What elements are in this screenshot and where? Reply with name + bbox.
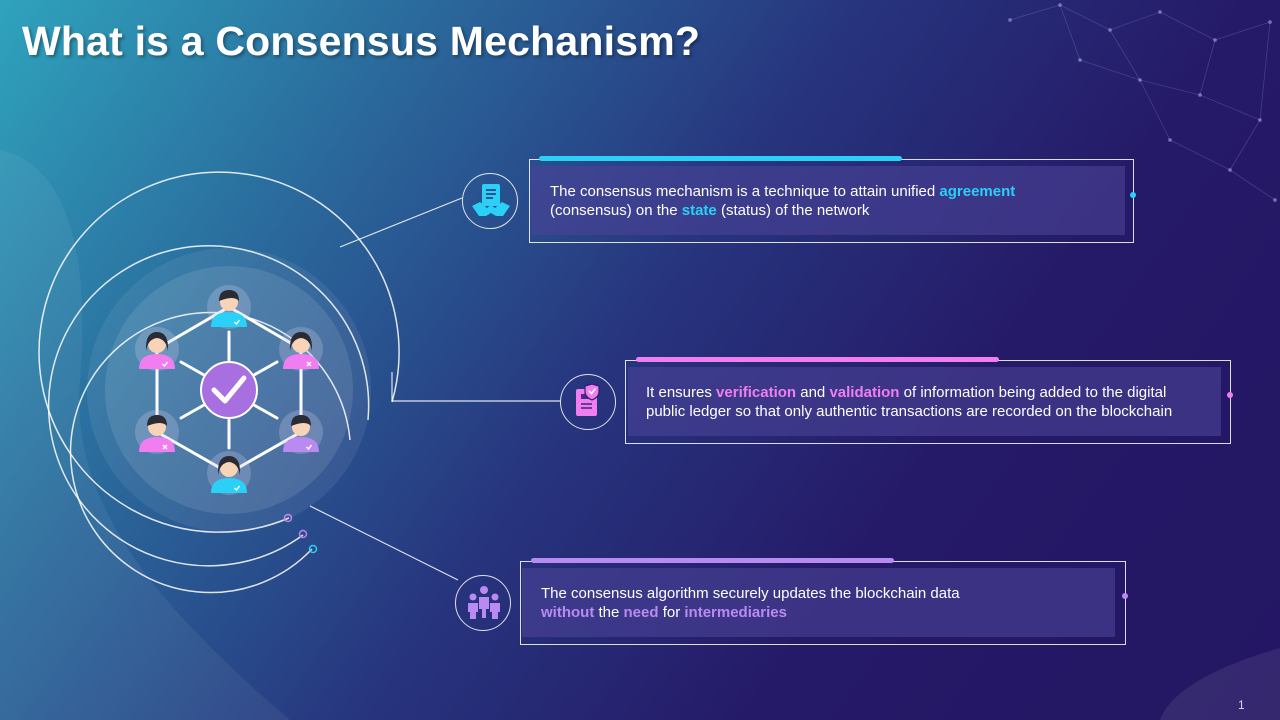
text-run: public ledger so that only authentic tra… xyxy=(646,403,1173,420)
orbit-dot-3 xyxy=(308,544,318,554)
person-node-top xyxy=(207,285,251,329)
people-icon xyxy=(468,586,500,619)
verified-document-icon xyxy=(576,383,600,416)
bg-corner-shape xyxy=(1160,648,1280,720)
point-2-accent-dot xyxy=(1227,392,1233,398)
checkmark-icon xyxy=(211,375,247,404)
point-2-line-2: public ledger so that only authentic tra… xyxy=(646,402,1221,421)
highlighted-term: state xyxy=(681,202,717,219)
text-run: (status) of the network xyxy=(716,202,870,219)
orbit-dot-2 xyxy=(298,529,308,539)
point-1-line-1: The consensus mechanism is a technique t… xyxy=(550,182,1125,201)
highlighted-term: agreement xyxy=(939,183,1016,200)
text-run: of information being added to the digita… xyxy=(899,384,1167,401)
highlighted-term: need xyxy=(623,604,659,621)
person-node-lower-left xyxy=(135,410,179,454)
consensus-hub xyxy=(200,361,258,419)
point-1-accent-dot xyxy=(1130,192,1136,198)
orbit-dot-1 xyxy=(283,513,293,523)
point-2-accent-bar xyxy=(636,357,999,362)
text-run: The consensus algorithm securely updates… xyxy=(541,585,960,602)
slide-title: What is a Consensus Mechanism? xyxy=(22,18,701,64)
text-run: the xyxy=(594,604,624,621)
highlighted-term: intermediaries xyxy=(684,604,787,621)
point-2-icon-circle xyxy=(560,374,616,430)
point-1-card: The consensus mechanism is a technique t… xyxy=(531,166,1125,235)
text-run: for xyxy=(658,604,685,621)
point-2-line-1: It ensures verification and validation o… xyxy=(646,383,1221,402)
point-3-accent-bar xyxy=(531,558,894,563)
point-3-card: The consensus algorithm securely updates… xyxy=(522,568,1115,637)
text-run: (consensus) on the xyxy=(550,202,682,219)
point-1-line-2: (consensus) on the state (status) of the… xyxy=(550,201,1125,220)
point-3-line-1: The consensus algorithm securely updates… xyxy=(541,584,1115,603)
person-node-upper-right xyxy=(279,327,323,371)
point-1-icon-circle xyxy=(462,173,518,229)
highlighted-term: validation xyxy=(829,384,900,401)
person-node-upper-left xyxy=(135,327,179,371)
point-1-accent-bar xyxy=(539,156,902,161)
point-3-line-2: without the need for intermediaries xyxy=(541,603,1115,622)
handshake-document-icon xyxy=(472,184,510,216)
point-2-card: It ensures verification and validation o… xyxy=(628,367,1221,436)
person-node-bottom xyxy=(207,451,251,495)
connector-lines xyxy=(309,197,560,581)
highlighted-term: verification xyxy=(716,384,797,401)
page-number: 1 xyxy=(1238,698,1245,712)
text-run: and xyxy=(796,384,830,401)
point-3-icon-circle xyxy=(455,575,511,631)
text-run: The consensus mechanism is a technique t… xyxy=(550,183,940,200)
text-run: It ensures xyxy=(646,384,717,401)
highlighted-term: without xyxy=(541,604,595,621)
hub-spokes xyxy=(179,330,279,450)
point-3-accent-dot xyxy=(1122,593,1128,599)
constellation-pattern xyxy=(1008,3,1278,202)
person-node-lower-right xyxy=(279,410,323,454)
bg-wave-shape xyxy=(0,150,290,720)
